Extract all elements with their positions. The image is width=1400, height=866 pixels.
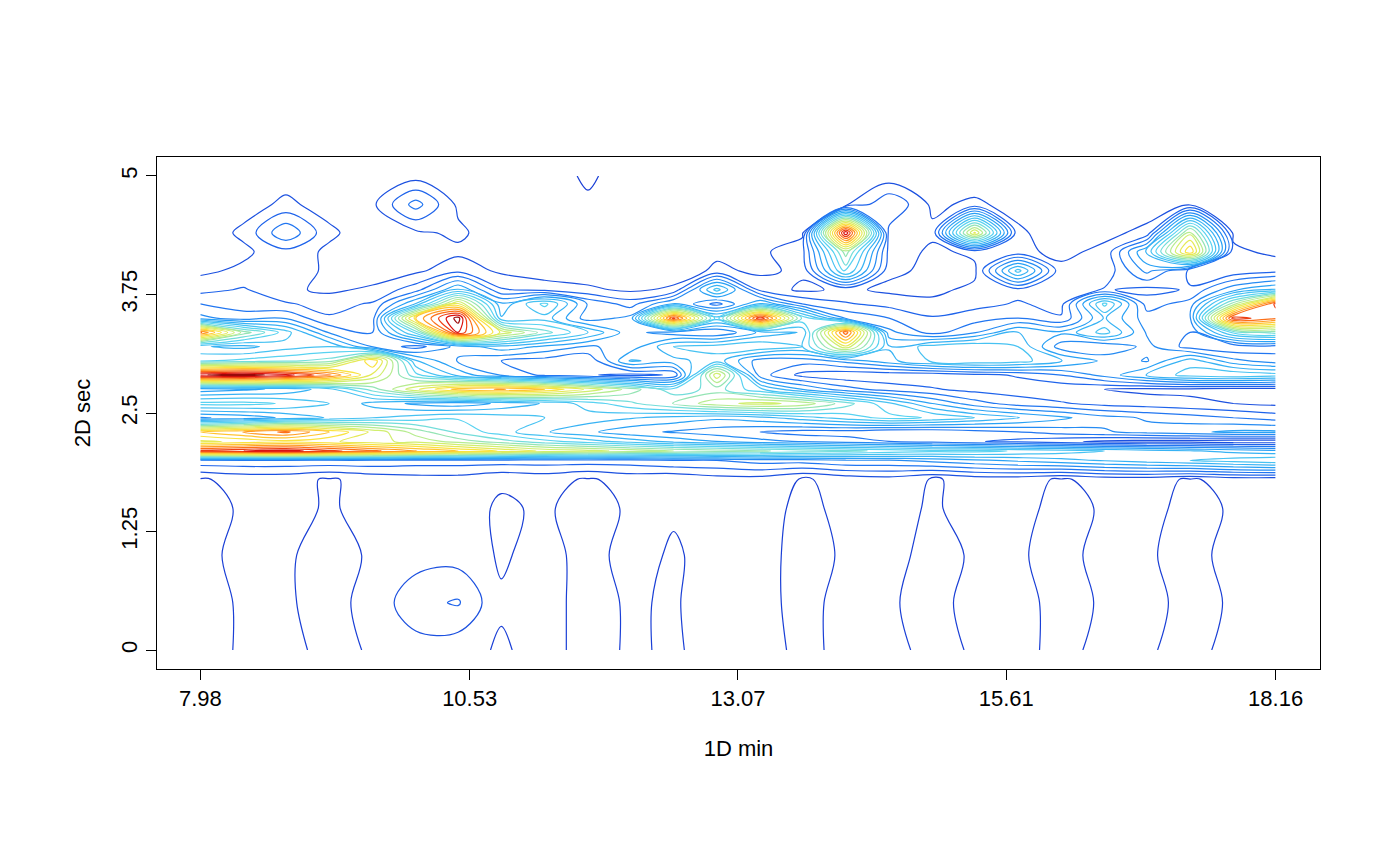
svg-text:15.61: 15.61 xyxy=(979,686,1034,711)
svg-text:5: 5 xyxy=(117,167,142,179)
svg-text:10.53: 10.53 xyxy=(442,686,497,711)
svg-text:18.16: 18.16 xyxy=(1248,686,1303,711)
svg-text:2.5: 2.5 xyxy=(117,394,142,425)
svg-text:1.25: 1.25 xyxy=(117,507,142,550)
svg-text:7.98: 7.98 xyxy=(179,686,222,711)
svg-text:2D sec: 2D sec xyxy=(70,379,95,447)
svg-text:3.75: 3.75 xyxy=(117,270,142,313)
svg-text:13.07: 13.07 xyxy=(710,686,765,711)
svg-text:0: 0 xyxy=(117,641,142,653)
svg-text:1D min: 1D min xyxy=(704,736,774,761)
